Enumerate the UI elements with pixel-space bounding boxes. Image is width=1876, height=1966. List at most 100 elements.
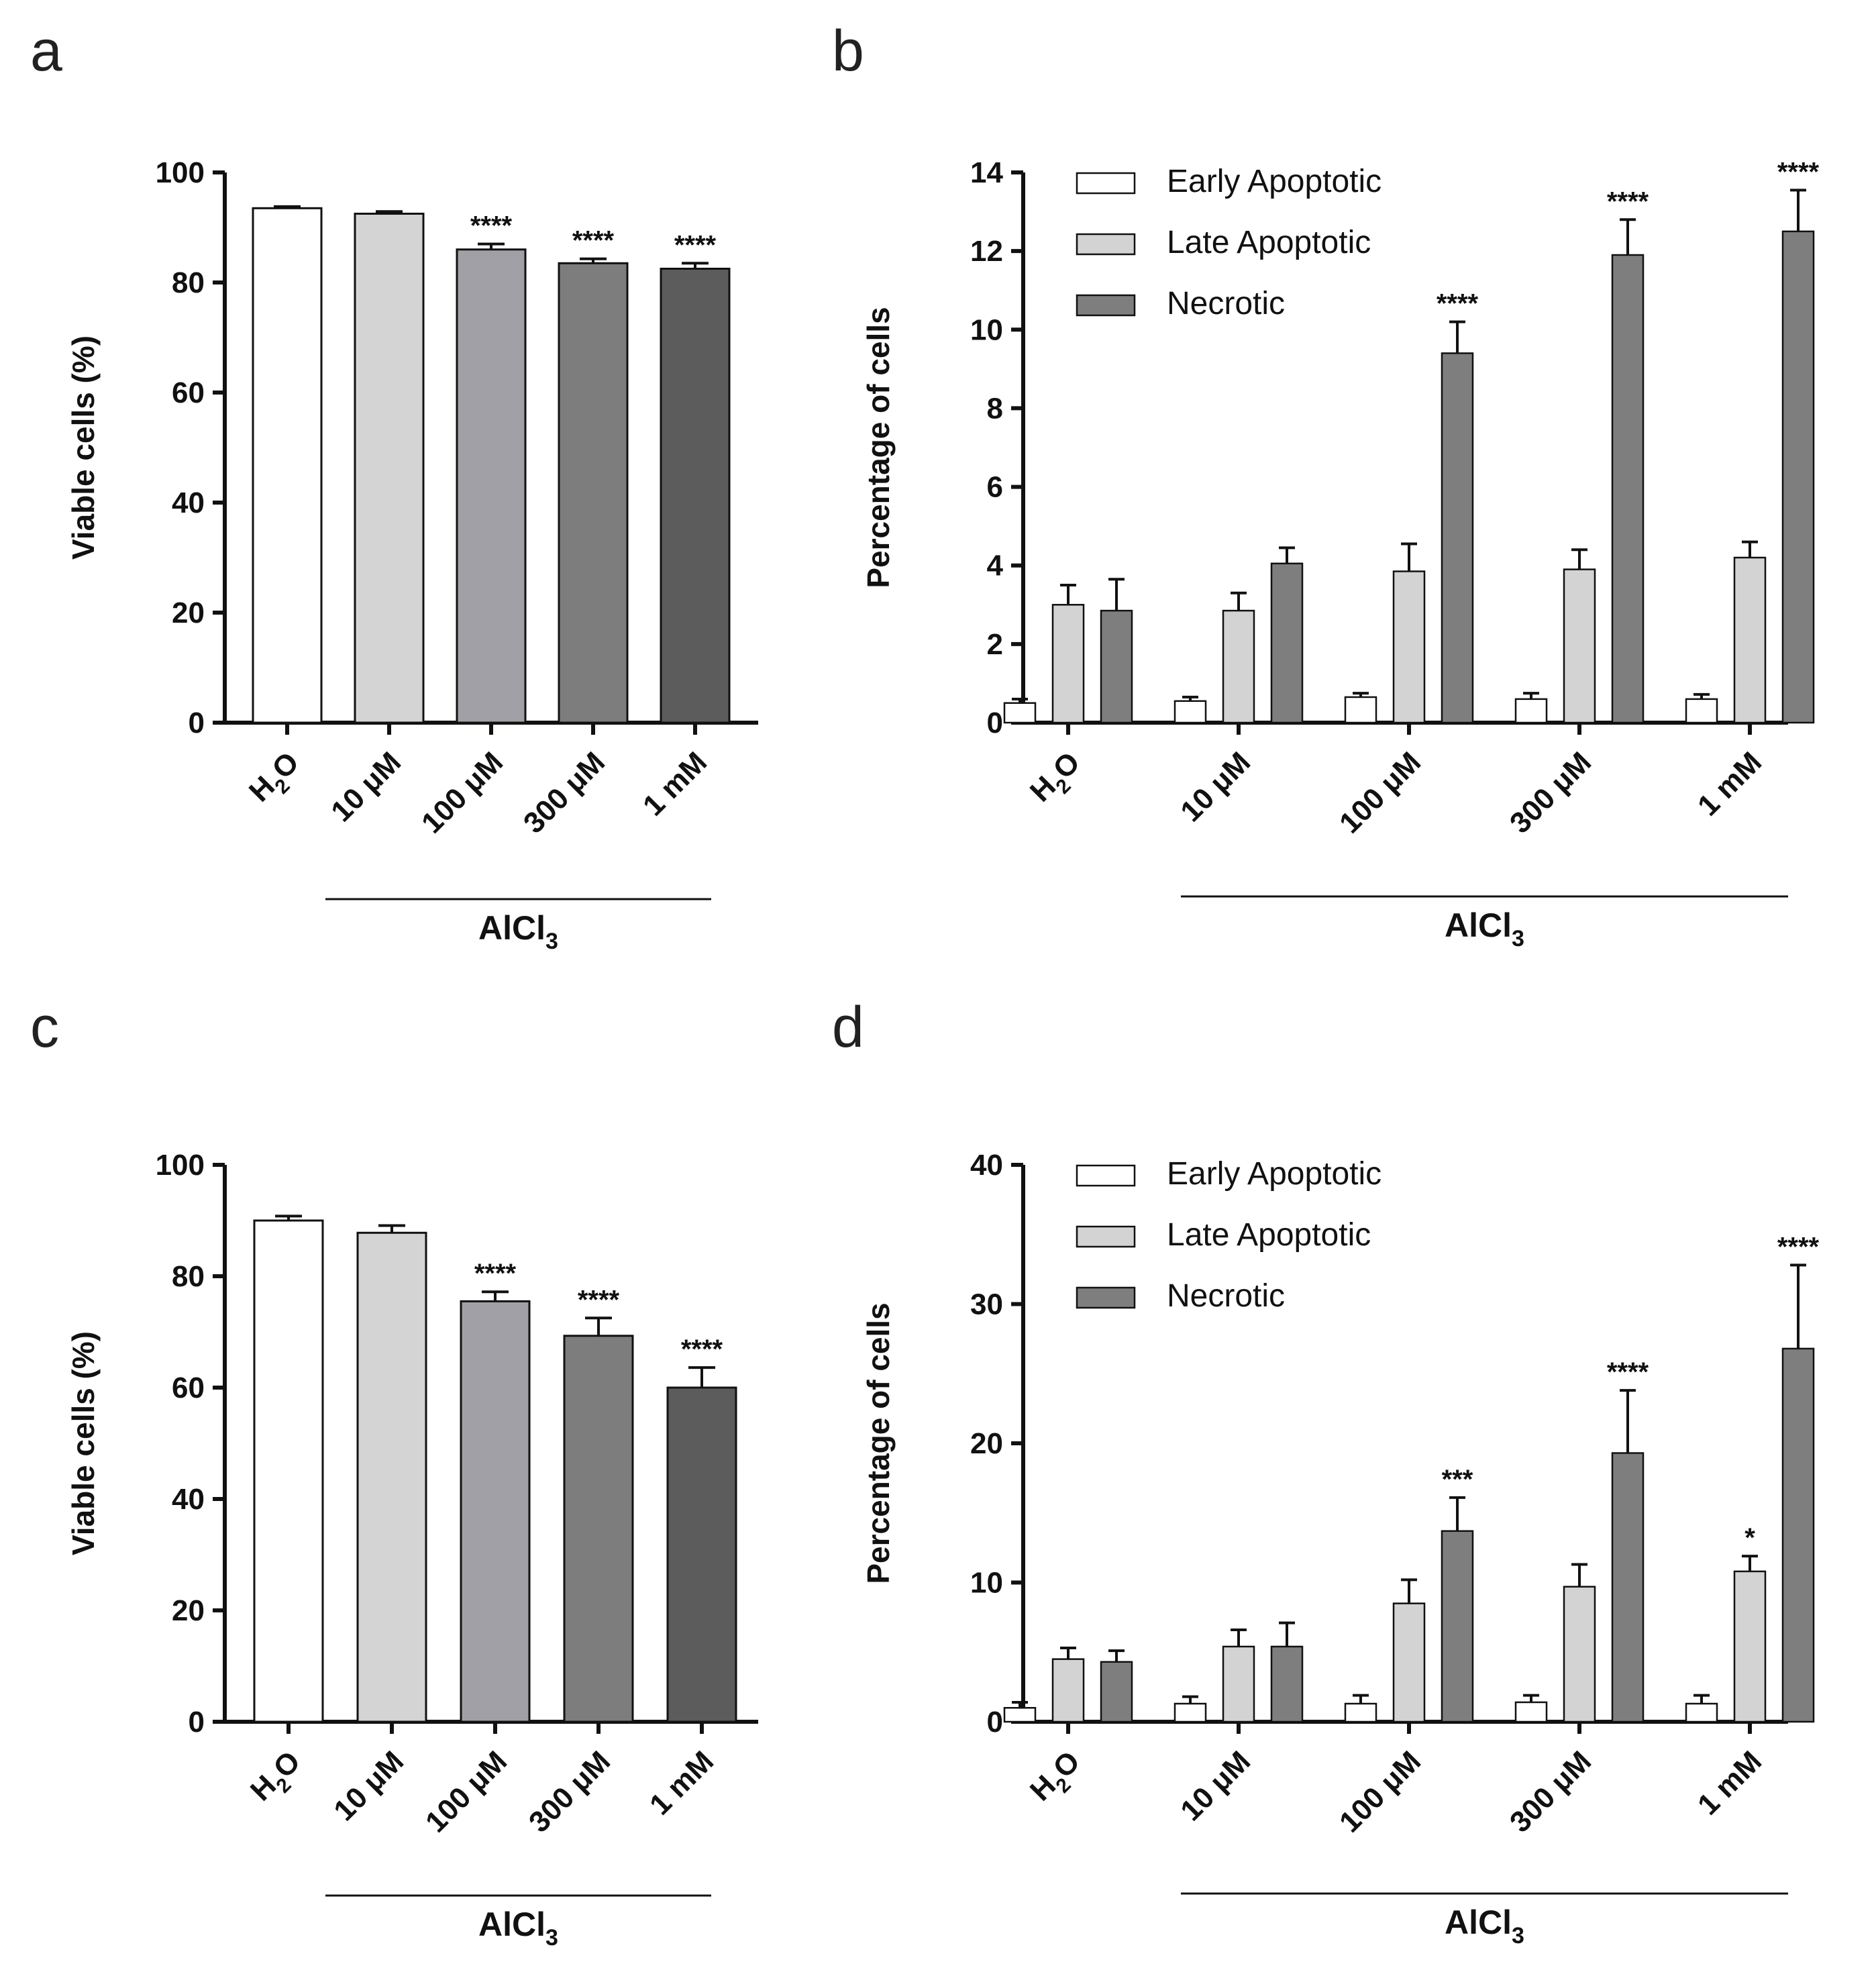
legend-swatch xyxy=(1076,172,1136,195)
y-tick-label: 60 xyxy=(172,1372,205,1404)
category-label: 10 μM xyxy=(1174,1745,1257,1827)
bar xyxy=(1222,609,1255,724)
legend-label: Necrotic xyxy=(1167,1278,1285,1314)
legend-swatch xyxy=(1076,1225,1136,1248)
bar xyxy=(1611,254,1645,724)
bar xyxy=(1270,1645,1304,1723)
category-label: 10 μM xyxy=(325,745,407,828)
legend-swatch xyxy=(1076,233,1136,256)
bar xyxy=(1270,562,1304,724)
category-label-tail: O xyxy=(267,1745,307,1784)
y-tick-label: 4 xyxy=(987,550,1004,582)
bar xyxy=(1392,570,1426,724)
bar xyxy=(1781,1347,1815,1723)
bar xyxy=(1514,698,1548,724)
category-label: H2O xyxy=(243,745,311,813)
legend-label: Early Apoptotic xyxy=(1167,1156,1382,1192)
significance-label: **** xyxy=(674,230,717,260)
y-tick-label: 0 xyxy=(189,1706,205,1739)
significance-label: **** xyxy=(474,1259,517,1288)
group-label-subscript: 3 xyxy=(1512,926,1524,951)
y-tick-label: 40 xyxy=(172,486,205,519)
bar xyxy=(1174,1702,1207,1723)
bar xyxy=(253,1219,324,1723)
bar xyxy=(1051,1658,1085,1723)
significance-label: **** xyxy=(1607,187,1649,216)
category-label-main: H xyxy=(243,770,281,808)
y-tick-label: 14 xyxy=(970,156,1003,189)
y-axis-title: Percentage of cells xyxy=(861,307,896,588)
bar xyxy=(1344,696,1377,724)
y-tick-label: 12 xyxy=(970,235,1003,268)
category-label: H2O xyxy=(1024,1745,1092,1812)
bar xyxy=(354,213,425,724)
chart-panel-b: 0 2 4 6 8 10 12 14 Percentage of cells b AlCl3 H2O 1… xyxy=(832,19,1820,951)
chart-panel-c: 0 20 40 60 80 100 Viable cells (%) c AlCl3 H2O 10 … xyxy=(30,995,758,1951)
y-tick-label: 2 xyxy=(987,628,1003,661)
y-tick-label: 30 xyxy=(970,1288,1003,1321)
bar xyxy=(1685,1702,1718,1723)
bar xyxy=(660,268,731,724)
bar xyxy=(1514,1701,1548,1723)
group-label-subscript: 3 xyxy=(545,929,558,954)
bar xyxy=(1733,1570,1767,1723)
panel-letter: c xyxy=(30,995,59,1059)
category-label-main: H xyxy=(1024,1769,1062,1807)
y-tick-label: 0 xyxy=(189,707,205,739)
panel-letter: d xyxy=(832,995,864,1059)
chart-panel-d: 0 10 20 30 40 Percentage of cells d AlCl3 H2O 10 … xyxy=(832,995,1820,1949)
significance-label: **** xyxy=(1777,1232,1820,1261)
category-label: 100 μM xyxy=(1333,1745,1427,1839)
group-label-main: AlCl xyxy=(478,909,545,947)
category-label: 100 μM xyxy=(419,1745,513,1839)
y-tick-label: 20 xyxy=(172,597,205,629)
y-tick-label: 0 xyxy=(987,1706,1003,1739)
significance-label: **** xyxy=(1607,1357,1649,1387)
category-label: 300 μM xyxy=(523,1745,617,1839)
category-label: 300 μM xyxy=(1504,745,1598,839)
y-tick-label: 6 xyxy=(987,471,1003,504)
bar xyxy=(1781,230,1815,724)
y-tick-label: 40 xyxy=(172,1483,205,1516)
bar xyxy=(1392,1602,1426,1723)
group-label: AlCl3 xyxy=(1445,1904,1524,1949)
bar xyxy=(1563,1586,1596,1723)
significance-label: **** xyxy=(1437,289,1479,319)
legend-label: Early Apoptotic xyxy=(1167,164,1382,199)
group-label-subscript: 3 xyxy=(1512,1923,1524,1949)
bar xyxy=(1100,609,1133,724)
significance-label: *** xyxy=(1442,1465,1473,1494)
bar xyxy=(558,262,629,724)
category-label: 1 mM xyxy=(643,1745,720,1821)
legend-label: Necrotic xyxy=(1167,286,1285,321)
bar xyxy=(1611,1452,1645,1723)
category-label-main: H xyxy=(244,1769,282,1807)
significance-label: **** xyxy=(578,1285,620,1314)
category-label-main: H xyxy=(1024,770,1062,808)
group-label: AlCl3 xyxy=(1445,907,1524,951)
legend-label: Late Apoptotic xyxy=(1167,225,1371,260)
category-label: H2O xyxy=(1024,745,1092,813)
y-tick-label: 0 xyxy=(987,707,1003,739)
category-label: 10 μM xyxy=(1174,745,1257,828)
y-tick-label: 10 xyxy=(970,313,1003,346)
y-tick-label: 40 xyxy=(970,1149,1003,1182)
category-label: 10 μM xyxy=(327,1745,410,1827)
y-tick-label: 100 xyxy=(156,1149,205,1182)
y-tick-label: 100 xyxy=(156,156,205,189)
category-label: 300 μM xyxy=(1504,1745,1598,1839)
bar xyxy=(1003,702,1037,724)
category-label: H2O xyxy=(244,1745,312,1812)
group-label-main: AlCl xyxy=(1445,1904,1512,1941)
bar xyxy=(252,207,323,724)
group-label: AlCl3 xyxy=(478,1906,558,1951)
bar xyxy=(1003,1707,1037,1723)
group-label-main: AlCl xyxy=(478,1906,545,1943)
category-label: 1 mM xyxy=(1691,1745,1768,1821)
y-tick-label: 80 xyxy=(172,266,205,299)
category-label-tail: O xyxy=(1047,1745,1086,1784)
legend-swatch xyxy=(1076,294,1136,317)
bar xyxy=(1051,604,1085,724)
panel-letter: b xyxy=(832,19,864,83)
legend-swatch xyxy=(1076,1164,1136,1187)
